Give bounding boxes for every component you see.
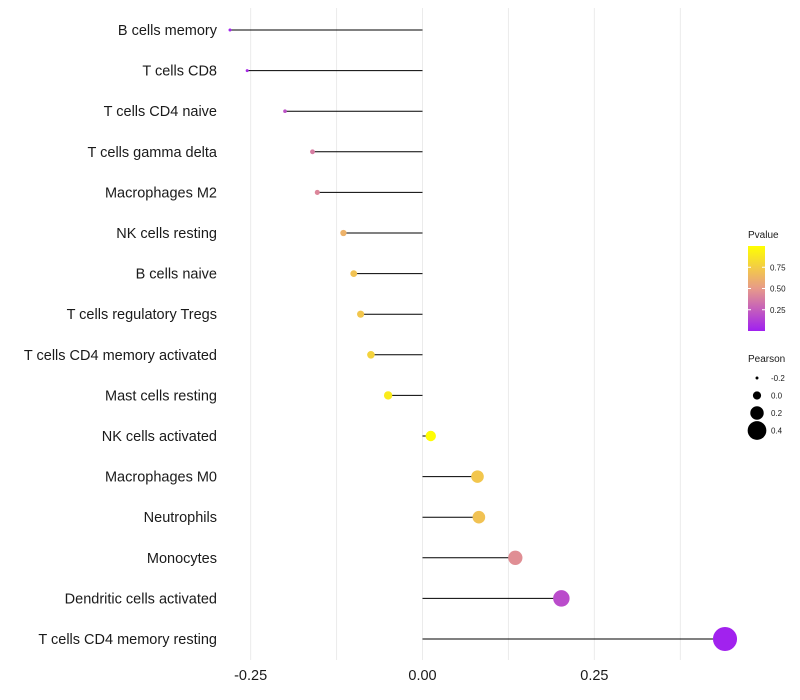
legend-pvalue-colorbar bbox=[748, 246, 765, 331]
y-tick-label: Neutrophils bbox=[144, 510, 217, 526]
point-14 bbox=[553, 590, 570, 607]
x-tick-label: 0.25 bbox=[580, 668, 608, 684]
point-12 bbox=[472, 510, 486, 524]
point-6 bbox=[350, 270, 358, 277]
y-tick-label: Monocytes bbox=[147, 551, 217, 567]
legend-pearson: Pearson -0.2 0.0 0.2 0.4 bbox=[747, 354, 785, 440]
point-1 bbox=[245, 69, 249, 73]
y-tick-label: T cells CD4 memory activated bbox=[24, 348, 217, 364]
x-tick-label: 0.00 bbox=[408, 668, 436, 684]
y-tick-label: NK cells resting bbox=[116, 226, 217, 242]
y-tick-label: T cells CD4 naive bbox=[104, 104, 217, 120]
y-tick-label: Mast cells resting bbox=[105, 388, 217, 404]
y-tick-label: T cells gamma delta bbox=[88, 145, 218, 161]
y-tick-label: Macrophages M2 bbox=[105, 185, 217, 201]
legend-pearson-label: -0.2 bbox=[771, 374, 785, 383]
legend-pearson-key bbox=[747, 421, 767, 440]
point-15 bbox=[712, 626, 738, 652]
legend-pvalue-title: Pvalue bbox=[748, 230, 779, 241]
point-11 bbox=[471, 470, 484, 483]
point-13 bbox=[508, 550, 523, 565]
legend-pvalue-tick: 0.75 bbox=[770, 263, 786, 272]
legend-pearson-label: 0.2 bbox=[771, 409, 783, 418]
y-tick-label: B cells naive bbox=[136, 267, 217, 283]
point-8 bbox=[367, 351, 375, 359]
point-4 bbox=[314, 189, 320, 195]
point-9 bbox=[383, 391, 393, 400]
y-tick-label: NK cells activated bbox=[102, 429, 217, 445]
legend-pearson-label: 0.0 bbox=[771, 392, 783, 401]
legend-pearson-label: 0.4 bbox=[771, 427, 783, 436]
y-tick-label: Dendritic cells activated bbox=[65, 591, 217, 607]
legend-pearson-key bbox=[752, 391, 762, 400]
legend-pearson-key bbox=[750, 406, 764, 420]
legend-pearson-title: Pearson bbox=[748, 354, 785, 365]
legend-pvalue-tick: 0.50 bbox=[770, 285, 786, 294]
points bbox=[228, 28, 738, 652]
grid bbox=[250, 8, 681, 660]
y-tick-label: Macrophages M0 bbox=[105, 470, 217, 486]
y-tick-label: T cells regulatory Tregs bbox=[67, 307, 217, 323]
point-2 bbox=[283, 109, 287, 113]
y-tick-label: B cells memory bbox=[118, 23, 218, 39]
legend-pvalue: Pvalue 0.75 0.50 0.25 bbox=[748, 230, 786, 331]
point-0 bbox=[228, 28, 232, 32]
point-10 bbox=[425, 430, 436, 442]
point-3 bbox=[310, 149, 315, 155]
point-7 bbox=[357, 310, 365, 318]
x-tick-label: -0.25 bbox=[234, 668, 267, 684]
y-tick-label: T cells CD4 memory resting bbox=[38, 632, 217, 648]
x-axis-labels: -0.25 0.00 0.25 bbox=[234, 668, 608, 684]
stems bbox=[230, 29, 725, 640]
y-axis-labels: B cells memory T cells CD8 T cells CD4 nai… bbox=[24, 23, 218, 648]
legend-pvalue-tick: 0.25 bbox=[770, 306, 786, 315]
y-tick-label: T cells CD8 bbox=[142, 64, 217, 80]
point-5 bbox=[340, 229, 347, 237]
legend-pearson-key bbox=[755, 376, 759, 380]
